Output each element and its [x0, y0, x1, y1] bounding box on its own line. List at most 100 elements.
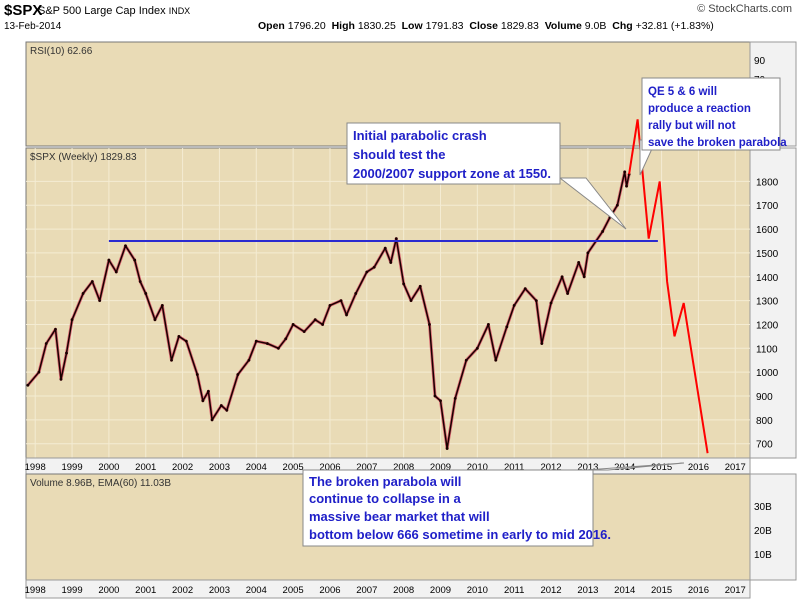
y-tick-label: 1600 [756, 225, 779, 236]
price-point [144, 292, 148, 295]
price-point [284, 337, 288, 341]
x-tick-label: 2004 [246, 462, 267, 473]
price-point [225, 408, 229, 412]
price-point [210, 418, 214, 422]
y-tick-label: 700 [756, 440, 773, 451]
rsi-label: RSI(10) 62.66 [30, 46, 93, 57]
x-tick-label-bottom: 2003 [209, 585, 230, 596]
price-point [601, 230, 605, 233]
low-label: Low [401, 20, 423, 32]
price-point [81, 292, 85, 295]
price-point [512, 303, 516, 307]
x-tick-label-bottom: 2014 [614, 585, 635, 596]
callout-1-pointer [558, 177, 627, 230]
price-point [219, 404, 223, 407]
y-tick-label: 1200 [756, 320, 779, 331]
y-tick-label: 1800 [756, 177, 779, 188]
y-tick-label: 900 [756, 392, 773, 403]
x-tick-label: 2008 [393, 462, 414, 473]
price-point [291, 323, 295, 326]
y-tick-label: 1400 [756, 273, 779, 284]
callout-3-line-3: massive bear market that will [309, 509, 490, 524]
x-tick-label-bottom: 2012 [540, 585, 561, 596]
price-point [534, 299, 538, 303]
x-tick-label-bottom: 2001 [135, 585, 156, 596]
price-point [566, 292, 570, 295]
x-tick-label: 1999 [61, 462, 82, 473]
price-point [487, 323, 490, 326]
callout-2-line-3: rally but will not [648, 120, 736, 132]
x-tick-label: 2013 [577, 462, 598, 473]
price-point [586, 251, 590, 255]
price-point [383, 246, 387, 250]
x-tick-label: 2011 [504, 462, 524, 473]
callout-3-box [302, 469, 594, 547]
price-point [523, 287, 527, 291]
price-point [195, 373, 199, 376]
price-point [184, 339, 188, 343]
price-point [177, 334, 181, 338]
series-layer [26, 119, 709, 454]
x-tick-label: 2000 [98, 462, 119, 473]
price-point [354, 292, 358, 295]
y-tick-label: 1000 [756, 368, 779, 379]
rsi-tick-90: 90 [754, 56, 766, 67]
price-point [345, 313, 348, 317]
index-name: S&P 500 Large Cap Index INDX [38, 5, 190, 17]
x-tick-label-bottom: 1999 [61, 585, 82, 596]
price-point [615, 203, 619, 207]
volume-tick-10b: 10B [754, 550, 772, 561]
ticker-symbol: $SPX [4, 2, 43, 19]
x-tick-label: 2016 [688, 462, 709, 473]
callout-3-line-1: The broken parabola will [309, 474, 461, 489]
index-name-text: S&P 500 Large Cap Index [38, 5, 166, 17]
callout-1-text: Initial parabolic crash should test the … [353, 128, 551, 181]
price-point [433, 394, 437, 398]
callout-3-text: The broken parabola will continue to col… [309, 474, 611, 542]
x-tick-label: 2001 [135, 462, 156, 473]
callout-1-line-1: Initial parabolic crash [353, 128, 487, 143]
x-tick-label-bottom: 2006 [319, 585, 340, 596]
price-point [623, 170, 627, 174]
price-point [428, 323, 431, 326]
callout-2-text: QE 5 & 6 will produce a reaction rally b… [648, 86, 787, 149]
x-axis-ticks-bottom: 1998 1999 2000 2001 2002 2003 2004 2005 2006 2007… [25, 585, 746, 596]
x-axis-band-bottom [25, 579, 751, 599]
price-point [505, 325, 509, 329]
price-point [65, 351, 68, 355]
x-tick-label-bottom: 2007 [356, 585, 377, 596]
price-point [201, 399, 205, 403]
price-point [365, 270, 369, 274]
callout-2-box [641, 77, 781, 151]
y-tick-label: 1500 [756, 249, 779, 260]
callout-3-pointer [585, 462, 685, 471]
x-tick-label: 2012 [540, 462, 561, 473]
price-point [372, 265, 376, 269]
x-tick-label: 2017 [725, 462, 746, 473]
close-value: 1829.83 [500, 20, 539, 32]
price-point [265, 342, 269, 345]
price-point [70, 318, 74, 322]
close-label: Close [469, 20, 498, 32]
callout-1-box [346, 122, 561, 185]
price-point [549, 301, 553, 305]
x-tick-label: 2005 [283, 462, 304, 473]
price-point [206, 389, 210, 393]
price-point [254, 339, 258, 343]
price-point [453, 396, 457, 400]
price-point [389, 261, 393, 264]
price-point [59, 377, 63, 381]
chart-date: 13-Feb-2014 [4, 21, 62, 32]
price-point [37, 370, 41, 374]
callout-2-line-2: produce a reaction [648, 103, 751, 115]
price-point [560, 275, 564, 279]
callout-2-line-1: QE 5 & 6 will [648, 86, 717, 98]
x-tick-label: 2009 [430, 462, 451, 473]
y-tick-label: 1300 [756, 297, 779, 308]
price-point [114, 270, 118, 274]
callout-1-line-3: 2000/2007 support zone at 1550. [353, 166, 551, 181]
y-tick-label: 1100 [756, 344, 778, 355]
price-point [475, 346, 479, 350]
x-tick-label-bottom: 2002 [172, 585, 193, 596]
